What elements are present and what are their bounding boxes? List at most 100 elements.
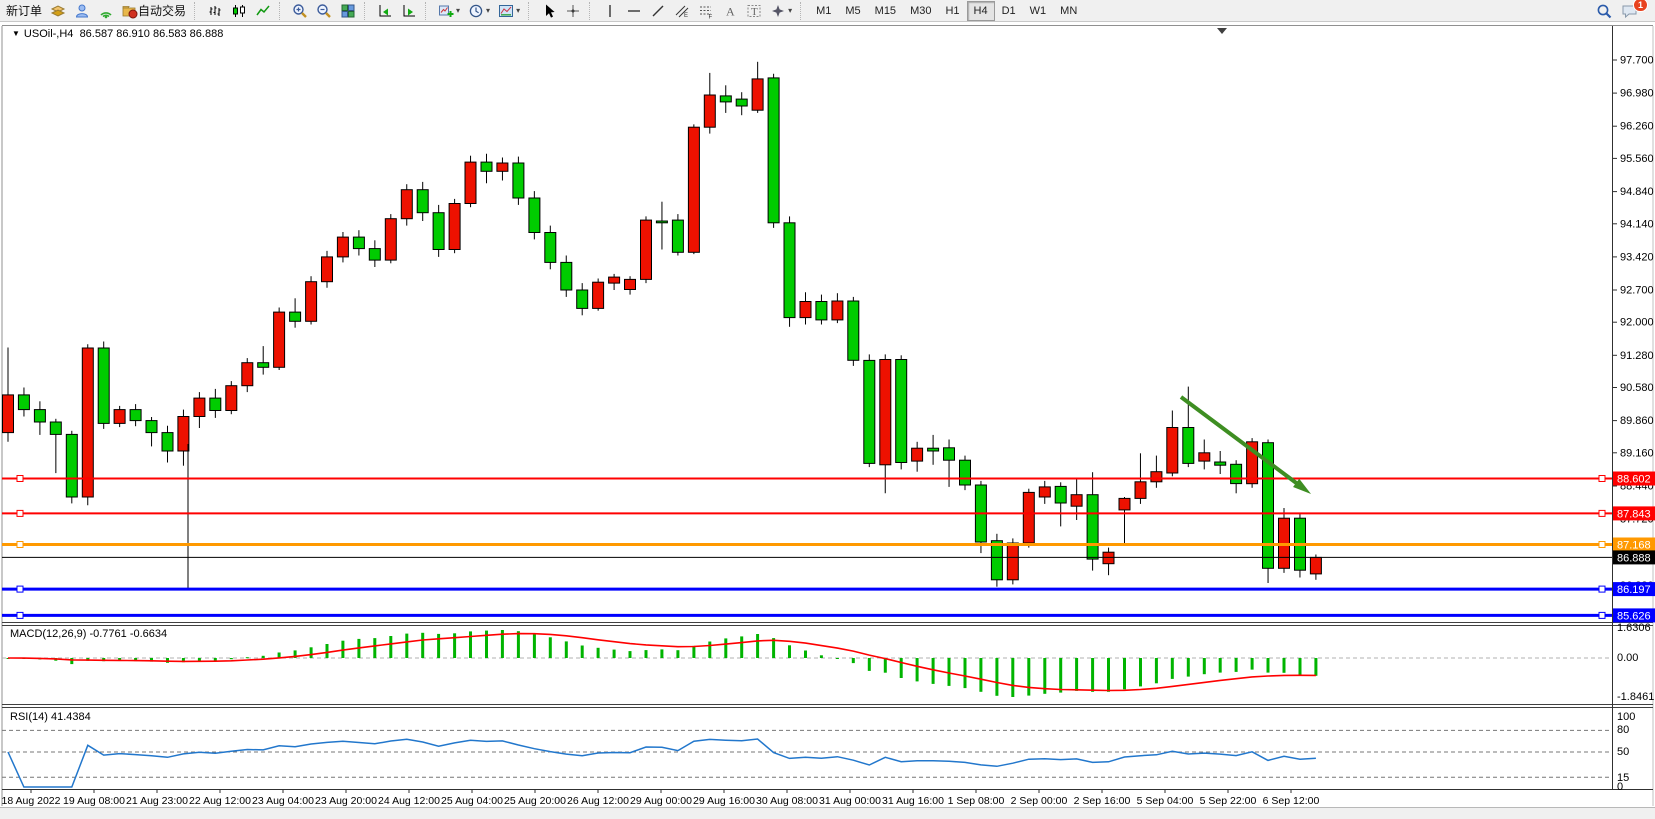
timeframe-w1-button[interactable]: W1	[1029, 4, 1047, 17]
zoom-in-button[interactable]	[288, 1, 312, 21]
candle-body	[927, 447, 940, 452]
price-tag-label: 88.602	[1617, 474, 1651, 486]
macd-histogram-bar	[995, 658, 999, 696]
layers-button[interactable]	[46, 1, 70, 21]
period-clock-button[interactable]: ▾	[464, 1, 494, 21]
timeframe-m30-button[interactable]: M30	[910, 4, 932, 17]
timeframe-m5-button[interactable]: M5	[845, 4, 861, 17]
indicator-window-remove-button[interactable]	[397, 1, 421, 21]
shapes-icon	[770, 3, 786, 19]
main-price-pane[interactable]	[2, 61, 1612, 619]
channel-button[interactable]: E	[670, 1, 694, 21]
price-axis[interactable]: 97.700 96.980 96.260 95.560 94.840 94.140 93.4…	[1612, 55, 1655, 794]
line-handle[interactable]	[1598, 611, 1606, 619]
ohlc-values: 86.587 86.910 86.583 86.888	[79, 28, 224, 40]
trendline-button[interactable]	[646, 1, 670, 21]
indicator-window-add-button[interactable]	[373, 1, 397, 21]
macd-indicator-label: MACD(12,26,9) -0.7761 -0.6634	[10, 628, 168, 640]
candle-body	[225, 385, 238, 412]
timeframe-m15-button[interactable]: M15	[874, 4, 897, 17]
time-axis[interactable]: 18 Aug 2022 19 Aug 08:00 21 Aug 23:00 22 Au…	[2, 789, 1320, 807]
macd-histogram-bar	[883, 658, 887, 673]
symbol-period-label: USOil-,H4	[23, 28, 74, 40]
price-tick-label: 97.700	[1620, 55, 1654, 67]
macd-histogram-bar	[1202, 658, 1206, 675]
chevron-down-icon: ▾	[486, 6, 491, 15]
candle-body	[33, 409, 46, 423]
line-handle[interactable]	[16, 509, 24, 517]
candle-body	[1198, 452, 1211, 462]
cursor-button[interactable]	[537, 1, 561, 21]
rsi-pane[interactable]	[2, 729, 1612, 788]
macd-histogram-bar	[979, 658, 983, 692]
line-handle[interactable]	[16, 611, 24, 619]
macd-pane[interactable]	[2, 630, 1612, 697]
price-tick-label: 92.700	[1620, 285, 1654, 297]
chat-button[interactable]: 1	[1617, 0, 1648, 21]
indicator-window-add-icon	[377, 3, 393, 19]
new-order-button[interactable]: 新订单	[2, 1, 46, 21]
macd-histogram-bar	[453, 633, 457, 658]
line-handle[interactable]	[1598, 475, 1606, 482]
search-button[interactable]	[1592, 1, 1617, 21]
timeframe-d1-button[interactable]: D1	[1001, 4, 1016, 17]
horizontal-line-button[interactable]	[622, 1, 646, 21]
svg-text:A: A	[726, 4, 735, 18]
chart-background	[0, 22, 1655, 807]
candle-body	[384, 218, 397, 261]
shapes-button[interactable]: ▾	[766, 1, 796, 21]
candle-body	[289, 311, 302, 322]
line-handle[interactable]	[1598, 585, 1606, 593]
line-handle[interactable]	[1598, 509, 1606, 517]
autotrade-button[interactable]: 自动交易	[118, 1, 190, 21]
trend-arrow-object[interactable]	[1179, 395, 1305, 490]
trend-arrow-head[interactable]	[1293, 478, 1312, 494]
line-handle[interactable]	[16, 475, 24, 482]
line-handle[interactable]	[1598, 541, 1606, 548]
macd-histogram-bar	[740, 636, 744, 658]
candle-body	[1262, 442, 1274, 569]
label-icon: T	[746, 3, 762, 19]
chart-candles-icon	[231, 3, 247, 19]
tile-windows-button[interactable]	[336, 1, 360, 21]
chart-template-button[interactable]: ▾	[494, 1, 524, 21]
text-button[interactable]: A	[718, 1, 742, 21]
signal-button[interactable]	[94, 1, 118, 21]
line-handle[interactable]	[16, 541, 24, 548]
candle-body	[943, 447, 955, 461]
chart-shift-marker-icon[interactable]	[1217, 28, 1227, 34]
market-watch-button[interactable]	[70, 1, 94, 21]
timeframe-h4-button[interactable]: H4	[966, 0, 995, 21]
zoom-out-button[interactable]	[312, 1, 336, 21]
vertical-line-button[interactable]	[598, 1, 622, 21]
fibonacci-button[interactable]: F	[694, 1, 718, 21]
candle-body	[1214, 461, 1227, 466]
line-handle[interactable]	[16, 585, 24, 593]
macd-histogram-bar	[181, 658, 185, 663]
timeframe-mn-button[interactable]: MN	[1060, 4, 1078, 17]
tile-windows-icon	[340, 3, 356, 19]
macd-histogram-bar	[1186, 658, 1190, 677]
zoom-out-icon	[316, 3, 332, 19]
new-chart-button[interactable]: ▾	[434, 1, 464, 21]
macd-histogram-bar	[644, 650, 648, 658]
candle-body	[1086, 494, 1099, 560]
chart-candles-button[interactable]	[227, 1, 251, 21]
rsi-axis-label: 100	[1617, 711, 1635, 723]
candle-body	[305, 281, 318, 322]
candle-body	[464, 161, 477, 205]
macd-histogram-bar	[516, 631, 520, 658]
macd-histogram-bar	[548, 637, 552, 658]
price-tag-label: 85.626	[1617, 610, 1651, 622]
timeframe-h1-button[interactable]: H1	[945, 4, 960, 17]
price-tag-label: 87.843	[1617, 508, 1651, 520]
chart-menu-triangle-icon[interactable]: ▼	[12, 29, 20, 38]
label-button[interactable]: T	[742, 1, 766, 21]
chart-bars-button[interactable]	[203, 1, 227, 21]
timeframe-m1-button[interactable]: M1	[816, 4, 832, 17]
crosshair-button[interactable]	[561, 1, 585, 21]
candle-body	[145, 420, 158, 434]
chart-line-button[interactable]	[251, 1, 275, 21]
